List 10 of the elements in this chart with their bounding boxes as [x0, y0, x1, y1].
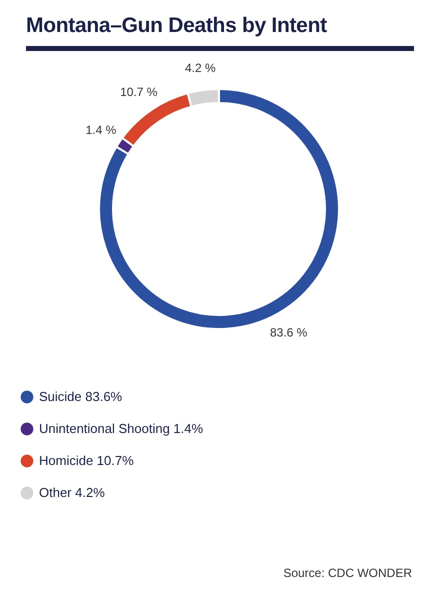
legend-label: Suicide 83.6%	[39, 389, 123, 404]
data-label: 10.7 %	[120, 84, 158, 99]
legend-label: Other 4.2%	[39, 485, 106, 500]
data-label: 4.2 %	[184, 61, 216, 76]
data-label: 1.4 %	[86, 123, 117, 138]
legend-label: Homicide 10.7%	[39, 453, 134, 468]
data-label: 83.6 %	[270, 326, 308, 340]
legend-label: Unintentional Shooting 1.4%	[39, 421, 204, 436]
chart-title: Montana–Gun Deaths by Intent	[26, 14, 328, 38]
source-note: Source: CDC WONDER	[283, 566, 412, 580]
